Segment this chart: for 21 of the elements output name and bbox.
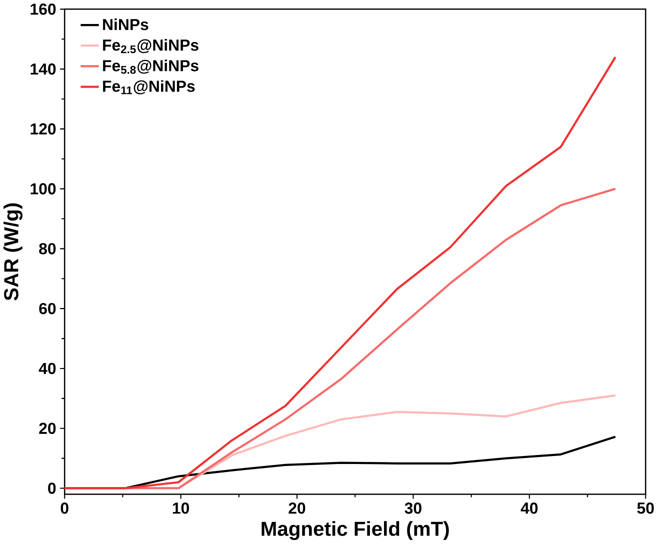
y-axis-title: SAR (W/g) [4,204,22,301]
legend-label: Fe$_{5.8}$@NiNPs [103,60,198,74]
y-tick-label: 160 [30,4,56,16]
y-tick-label: 40 [38,363,56,374]
x-tick-label: 0 [60,502,68,514]
x-axis-title: Magnetic Field (mT) [262,521,449,540]
y-tick-label: 20 [39,422,56,434]
y-tick-label: 80 [39,243,56,255]
x-tick-label: 10 [172,502,189,514]
legend-label: Fe$_{11}$@NiNPs [103,80,195,94]
y-tick-label: 120 [30,124,56,135]
legend-label: NiNPs [103,18,148,30]
x-tick-label: 30 [404,502,422,514]
y-tick-label: 140 [30,64,56,75]
legend-label: Fe$_{2.5}$@NiNPs [103,39,198,54]
x-tick-label: 50 [637,502,654,514]
y-tick-label: 100 [30,183,56,195]
y-tick-label: 0 [48,482,56,494]
x-tick-label: 40 [520,502,538,514]
y-tick-label: 60 [39,303,56,314]
x-tick-label: 20 [288,502,306,514]
